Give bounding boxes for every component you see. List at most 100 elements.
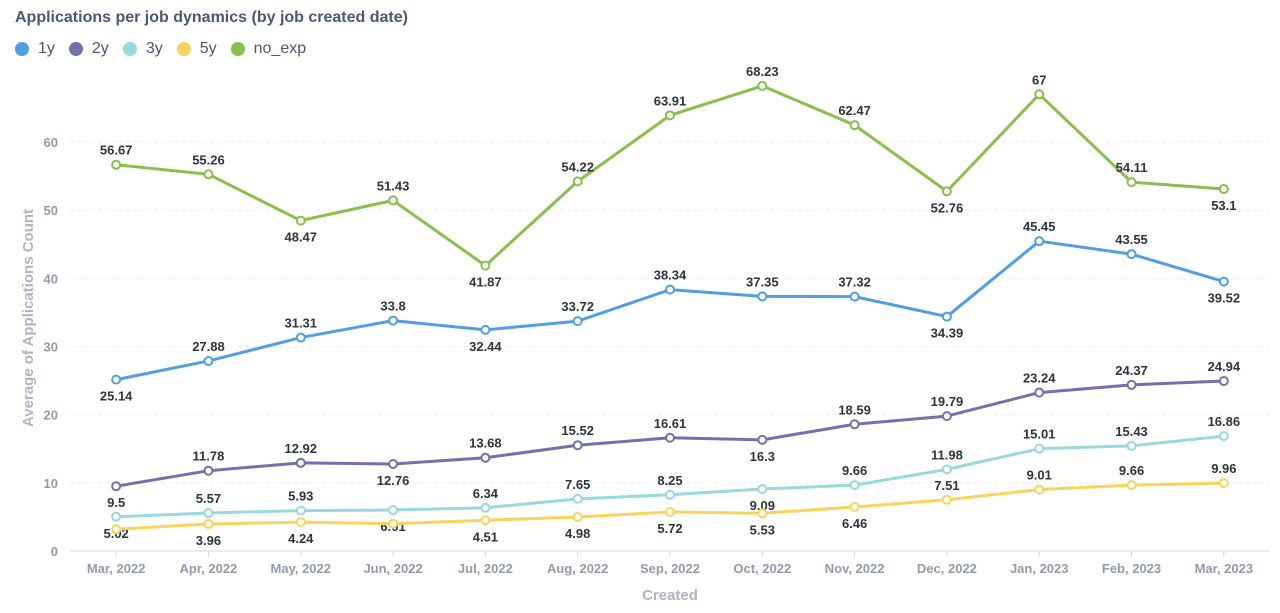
data-point-2y[interactable] — [1034, 387, 1045, 398]
data-label-2y: 16.3 — [750, 449, 775, 464]
data-point-3y[interactable] — [1126, 440, 1137, 451]
data-point-2y[interactable] — [480, 452, 491, 463]
data-point-1y[interactable] — [388, 315, 399, 326]
data-label-2y: 12.76 — [377, 473, 410, 488]
data-point-1y[interactable] — [849, 291, 860, 302]
data-point-1y[interactable] — [1034, 236, 1045, 247]
data-label-1y: 37.32 — [838, 275, 871, 290]
data-label-no_exp: 54.22 — [561, 159, 594, 174]
x-tick-label: Nov, 2022 — [825, 561, 885, 576]
data-point-5y[interactable] — [203, 519, 214, 530]
data-point-no_exp[interactable] — [480, 260, 491, 271]
data-point-no_exp[interactable] — [1126, 177, 1137, 188]
data-point-3y[interactable] — [203, 508, 214, 519]
legend-item-3y[interactable]: 3y — [122, 40, 163, 58]
x-tick-label: Feb, 2023 — [1102, 561, 1161, 576]
data-point-2y[interactable] — [111, 481, 122, 492]
data-label-2y: 13.68 — [469, 436, 502, 451]
x-tick-label: Apr, 2022 — [180, 561, 238, 576]
data-point-1y[interactable] — [572, 316, 583, 327]
data-point-1y[interactable] — [111, 374, 122, 385]
data-point-5y[interactable] — [849, 501, 860, 512]
data-point-5y[interactable] — [295, 517, 306, 528]
data-point-2y[interactable] — [203, 465, 214, 476]
data-point-no_exp[interactable] — [295, 215, 306, 226]
data-point-1y[interactable] — [295, 332, 306, 343]
data-point-1y[interactable] — [757, 291, 768, 302]
data-point-2y[interactable] — [388, 459, 399, 470]
data-point-no_exp[interactable] — [111, 159, 122, 170]
data-point-1y[interactable] — [480, 324, 491, 335]
data-point-3y[interactable] — [480, 502, 491, 513]
data-point-5y[interactable] — [111, 524, 122, 535]
data-label-1y: 31.31 — [284, 316, 317, 331]
data-point-5y[interactable] — [1218, 478, 1229, 489]
legend-label: 3y — [145, 40, 163, 57]
data-point-2y[interactable] — [572, 440, 583, 451]
data-point-3y[interactable] — [757, 484, 768, 495]
data-point-1y[interactable] — [941, 311, 952, 322]
data-label-3y: 5.93 — [288, 489, 313, 504]
data-point-no_exp[interactable] — [1034, 89, 1045, 100]
data-point-3y[interactable] — [572, 493, 583, 504]
data-point-no_exp[interactable] — [1218, 184, 1229, 195]
legend-swatch — [176, 42, 191, 56]
y-tick-label: 60 — [44, 135, 58, 150]
data-point-no_exp[interactable] — [572, 176, 583, 187]
data-point-2y[interactable] — [295, 457, 306, 468]
data-point-no_exp[interactable] — [849, 120, 860, 131]
data-point-no_exp[interactable] — [665, 110, 675, 121]
data-label-5y: 4.98 — [565, 526, 590, 541]
data-label-3y: 9.09 — [750, 498, 775, 513]
data-point-2y[interactable] — [665, 432, 675, 443]
data-label-5y: 7.51 — [934, 478, 959, 493]
data-point-3y[interactable] — [1218, 431, 1229, 442]
data-point-5y[interactable] — [1034, 484, 1045, 495]
data-label-no_exp: 56.67 — [100, 143, 133, 158]
x-tick-label: Mar, 2022 — [87, 561, 146, 576]
data-point-5y[interactable] — [388, 518, 399, 529]
data-point-3y[interactable] — [849, 480, 860, 491]
data-point-3y[interactable] — [941, 464, 952, 475]
data-point-1y[interactable] — [665, 284, 675, 295]
data-point-2y[interactable] — [1126, 379, 1137, 390]
data-label-1y: 34.39 — [931, 326, 964, 341]
data-point-1y[interactable] — [1126, 249, 1137, 260]
data-label-1y: 27.88 — [192, 339, 225, 354]
legend-item-no_exp[interactable]: no_exp — [230, 40, 306, 58]
y-tick-label: 0 — [51, 544, 58, 559]
data-point-5y[interactable] — [665, 507, 675, 518]
data-point-no_exp[interactable] — [203, 169, 214, 180]
data-label-5y: 9.66 — [1119, 463, 1144, 478]
data-label-3y: 9.66 — [842, 463, 867, 478]
data-point-5y[interactable] — [480, 515, 491, 526]
data-point-2y[interactable] — [757, 434, 768, 445]
legend-item-5y[interactable]: 5y — [176, 40, 217, 58]
data-point-3y[interactable] — [111, 511, 122, 522]
data-point-no_exp[interactable] — [941, 186, 952, 197]
data-point-1y[interactable] — [1218, 276, 1229, 287]
data-point-5y[interactable] — [941, 494, 952, 505]
data-point-no_exp[interactable] — [757, 80, 768, 91]
data-point-5y[interactable] — [572, 512, 583, 523]
data-point-1y[interactable] — [203, 355, 214, 366]
data-point-3y[interactable] — [388, 505, 399, 516]
data-point-2y[interactable] — [849, 419, 860, 430]
legend-item-1y[interactable]: 1y — [15, 40, 55, 58]
data-label-3y: 5.57 — [196, 491, 221, 506]
legend-item-2y[interactable]: 2y — [68, 40, 109, 58]
legend-swatch — [68, 42, 83, 56]
data-point-2y[interactable] — [941, 411, 952, 422]
x-tick-label: Sep, 2022 — [640, 561, 700, 576]
data-point-2y[interactable] — [1218, 375, 1229, 386]
data-point-5y[interactable] — [757, 508, 768, 519]
data-point-5y[interactable] — [1126, 480, 1137, 491]
data-point-3y[interactable] — [665, 489, 675, 500]
data-point-no_exp[interactable] — [388, 195, 399, 206]
data-point-3y[interactable] — [295, 505, 306, 516]
data-point-3y[interactable] — [1034, 443, 1045, 454]
data-label-2y: 19.79 — [931, 394, 964, 409]
legend-label: 5y — [199, 40, 217, 57]
data-label-3y: 7.65 — [565, 477, 590, 492]
data-label-3y: 6.34 — [473, 486, 499, 501]
